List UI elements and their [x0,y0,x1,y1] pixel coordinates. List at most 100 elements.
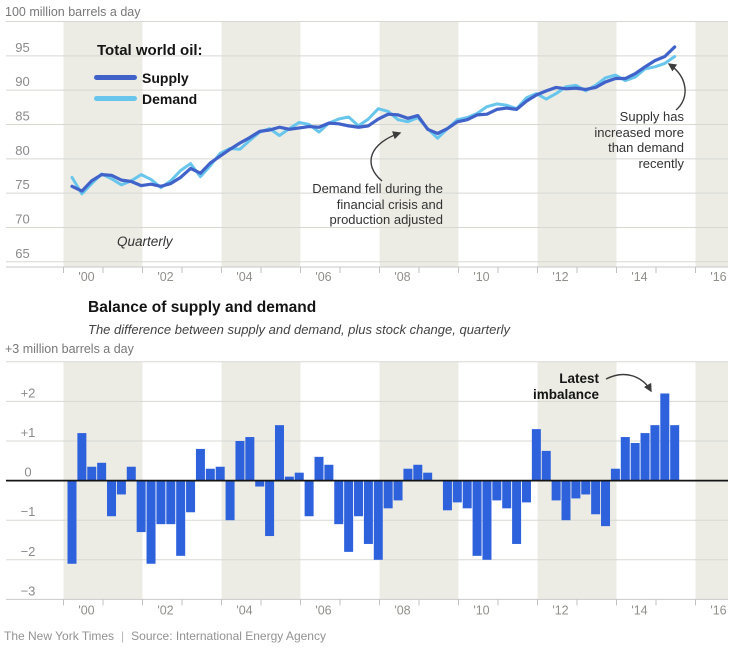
balance-bar [373,480,383,560]
top-chart-y-tick-label: 85 [15,109,29,124]
legend: Total world oil: Supply Demand [94,42,203,109]
top-chart-year-label: '08 [394,270,410,284]
bottom-chart-year-label: '12 [552,604,568,618]
balance-bar [176,480,186,556]
balance-bar [423,472,433,481]
balance-bar [502,480,512,509]
balance-bar [630,442,640,481]
balance-bar [245,437,255,481]
balance-bar [620,437,630,481]
balance-bar [363,480,373,544]
balance-bar [551,480,561,501]
balance-bar [660,393,670,481]
top-chart-year-label: '16 [710,270,726,284]
top-chart-year-label: '02 [157,270,173,284]
balance-bar [195,448,205,481]
balance-bar [265,480,275,537]
top-chart-year-label: '00 [78,270,94,284]
footer-separator: | [121,629,125,643]
top-chart-year-label: '06 [315,270,331,284]
balance-bar [610,468,620,481]
balance-bar [482,480,492,560]
bottom-chart-year-label: '10 [473,604,489,618]
annotation-demand-fell: Demand fell during the financial crisis … [312,181,443,227]
balance-bar [324,464,334,481]
bottom-chart-y-tick-label: +2 [21,385,36,400]
top-chart-y-tick-label: 80 [15,143,29,158]
balance-bar [126,466,136,481]
credit-text: The New York Times [4,629,115,643]
balance-bar [472,480,482,556]
balance-bar [235,441,245,481]
bottom-chart-y-tick-label: −3 [21,583,36,598]
balance-bar [462,480,472,509]
balance-bar [492,480,502,501]
balance-bar [67,480,77,564]
top-chart-year-label: '12 [552,270,568,284]
bottom-chart-y-tick-label: −1 [21,504,36,519]
bottom-chart-y-tick-label: −2 [21,544,36,559]
bottom-chart-year-label: '16 [710,604,726,618]
balance-bar [571,480,581,499]
balance-bar [601,480,611,527]
bottom-chart-year-label: '14 [631,604,647,618]
balance-bar [294,472,304,481]
balance-bar [650,425,660,481]
balance-bar [334,480,344,525]
legend-swatch-supply [94,75,137,80]
top-chart-background-band [63,21,143,267]
bottom-chart-year-label: '02 [157,604,173,618]
balance-bar [591,480,601,515]
balance-bar [344,480,354,552]
annotation-arrow-latest-imbalance [605,373,652,393]
balance-bar [314,456,324,481]
bottom-chart-title: Balance of supply and demand [88,299,317,316]
balance-bar [354,480,364,517]
balance-bar [403,468,413,481]
balance-bar [383,480,393,509]
annotation-latest-imbalance: Latest imbalance [532,371,599,402]
balance-bar [521,480,531,503]
balance-bar [561,480,571,521]
bottom-chart-subtitle: The difference between supply and demand… [88,322,511,337]
legend-item-demand: Demand [94,88,203,109]
top-chart-background-band [537,21,617,267]
top-chart-background-band [695,21,728,267]
balance-bar [146,480,156,564]
top-chart-y-tick-label: 75 [15,177,29,192]
top-chart-y-tick-label: 95 [15,40,29,55]
bottom-chart-year-label: '08 [394,604,410,618]
bottom-chart-y-tick-label: +1 [21,425,36,440]
balance-bar [284,476,294,481]
balance-bar [640,433,650,481]
legend-swatch-demand [94,96,137,101]
balance-bar [442,480,452,511]
balance-bar [116,480,126,495]
quarterly-note: Quarterly [117,234,173,249]
balance-bar [531,429,541,481]
legend-label-demand: Demand [142,90,198,107]
top-chart-y-tick-label: 70 [15,211,29,226]
balance-bar [581,480,591,495]
annotation-arrow-supply-increased [667,63,686,111]
balance-bar [255,480,265,487]
balance-bar [393,480,403,501]
top-chart-y-tick-label: 65 [15,246,29,261]
bottom-chart-year-label: '00 [78,604,94,618]
bottom-chart-y-tick-label: 0 [24,465,31,480]
source-text: Source: International Energy Agency [131,629,326,643]
top-chart-year-label: '10 [473,270,489,284]
top-chart-year-label: '14 [631,270,647,284]
balance-bar [77,433,87,481]
top-chart-year-label: '04 [236,270,252,284]
balance-bar [97,462,107,481]
balance-bar [225,480,235,521]
balance-bar [156,480,166,525]
balance-bar [107,480,117,517]
top-chart-background-band [221,21,301,267]
balance-bar [452,480,462,503]
balance-bar [87,466,97,481]
balance-bar [166,480,176,525]
